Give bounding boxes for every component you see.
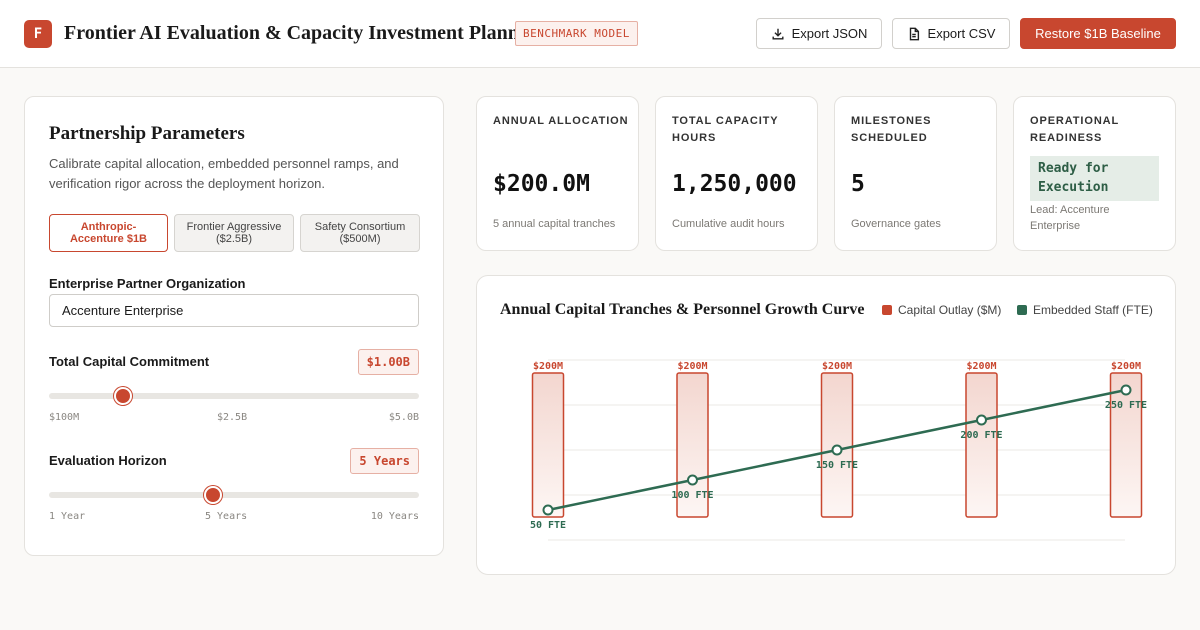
benchmark-badge: BENCHMARK MODEL [515,21,638,46]
partner-org-input[interactable] [49,294,419,327]
kpi-label: MILESTONES SCHEDULED [851,115,932,144]
kpi-subtext: Governance gates [851,218,941,230]
capital-slider[interactable] [49,387,419,405]
restore-baseline-button[interactable]: Restore $1B Baseline [1020,18,1176,49]
legend-capital-outlay: Capital Outlay ($M) [882,303,1001,317]
staff-value-label: 50 FTE [530,520,566,531]
staff-value-label: 150 FTE [816,460,858,471]
kpi-total-capacity-hours: TOTAL CAPACITY HOURS 1,250,000 Cumulativ… [655,96,818,251]
capital-value-badge: $1.00B [357,349,419,375]
bar-value-label: $200M [1111,361,1141,372]
file-text-icon [909,27,919,40]
capital-mid-label: $2.5B [217,412,248,423]
panel-description: Calibrate capital allocation, embedded p… [49,156,399,191]
bar-value-label: $200M [822,361,852,372]
kpi-subtext: Cumulative audit hours [672,218,785,230]
horizon-min-label: 1 Year [49,511,86,522]
preset-anthropic-accenture[interactable]: Anthropic-Accenture $1B [49,214,168,252]
capital-label: Total Capital Commitment [49,354,210,369]
staff-value-label: 100 FTE [671,490,713,501]
capital-bar [1109,372,1143,518]
horizon-label: Evaluation Horizon [49,453,167,468]
bar-value-label: $200M [677,361,707,372]
staff-point [976,414,987,426]
staff-point [831,444,843,456]
download-icon [772,28,784,40]
staff-point [542,504,554,516]
capital-max-label: $5.0B [388,412,419,423]
horizon-max-label: 10 Years [370,511,419,522]
kpi-value: $200.0M [493,171,590,197]
kpi-value: 5 [851,171,865,197]
preset-safety-consortium[interactable]: Safety Consortium ($500M) [300,214,420,252]
readiness-lead: Lead: Accenture Enterprise [1030,204,1110,232]
legend-label-capital: Capital Outlay ($M) [898,303,1002,317]
staff-point [687,474,698,486]
capital-slider-thumb[interactable] [114,387,132,405]
staff-value-label: 200 FTE [960,430,1002,441]
legend-swatch-capital [882,305,892,315]
horizon-mid-label: 5 Years [205,511,248,522]
legend-label-staff: Embedded Staff (FTE) [1033,303,1153,317]
kpi-label: TOTAL CAPACITY HOURS [672,115,779,144]
capital-bar [531,372,565,518]
bar-value-label: $200M [533,361,563,372]
export-json-label: Export JSON [791,26,868,41]
capital-min-label: $100M [49,412,80,423]
app-title: Frontier AI Evaluation & Capacity Invest… [64,22,537,44]
panel-title: Partnership Parameters [49,123,245,144]
export-json-button[interactable]: Export JSON [756,18,882,49]
kpi-value: 1,250,000 [672,171,797,197]
legend-swatch-staff [1017,305,1027,315]
capital-bar [965,372,998,518]
kpi-subtext: 5 annual capital tranches [493,218,616,230]
chart-panel: $200M $200M $200M $200M $200M 50 FTE 100 FTE 15… [476,275,1176,575]
kpi-label: ANNUAL ALLOCATION [493,115,629,127]
horizon-slider[interactable] [49,486,419,504]
preset-frontier-aggressive[interactable]: Frontier Aggressive ($2.5B) [174,214,294,252]
kpi-operational-readiness: OPERATIONAL READINESS Ready for Executio… [1013,96,1176,251]
readiness-status-badge: Ready for Execution [1030,156,1159,201]
horizon-value-badge: 5 Years [350,448,419,474]
staff-value-label: 250 FTE [1105,400,1147,411]
bar-value-label: $200M [966,361,996,372]
export-csv-label: Export CSV [927,26,996,41]
app-logo: F [24,20,52,48]
kpi-label: OPERATIONAL READINESS [1030,115,1119,144]
horizon-slider-thumb[interactable] [204,486,223,504]
export-csv-button[interactable]: Export CSV [892,18,1010,49]
kpi-milestones-scheduled: MILESTONES SCHEDULED 5 Governance gates [834,96,997,251]
staff-point [1120,384,1132,396]
partner-field-label: Enterprise Partner Organization [49,276,246,291]
legend-embedded-staff: Embedded Staff (FTE) [1017,303,1153,317]
top-header: F Frontier AI Evaluation & Capacity Inve… [0,0,1200,68]
capital-personnel-chart: $200M $200M $200M $200M $200M 50 FTE 100 FTE 15… [530,359,1147,541]
chart-title: Annual Capital Tranches & Personnel Grow… [500,301,865,318]
kpi-annual-allocation: ANNUAL ALLOCATION $200.0M 5 annual capit… [476,96,639,251]
partnership-parameters-panel: Partnership Parameters Calibrate capital… [24,96,444,556]
